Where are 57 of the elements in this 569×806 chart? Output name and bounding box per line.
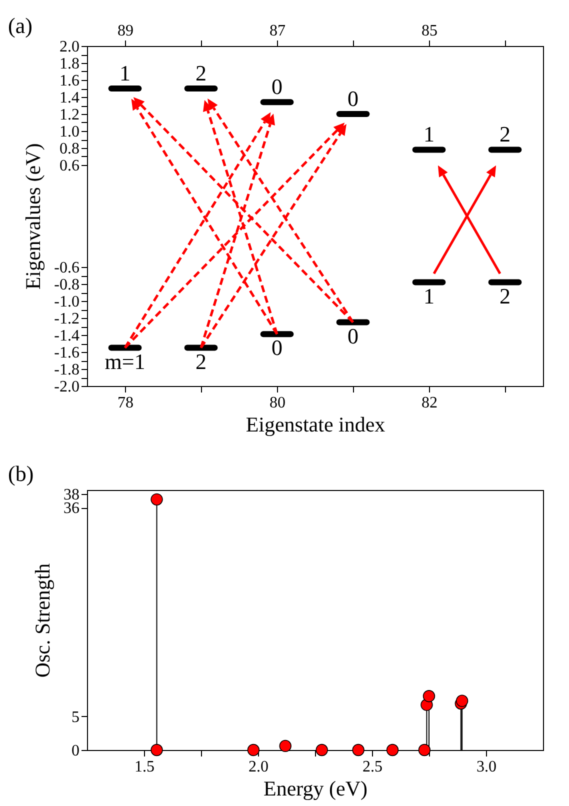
x-tick-label: 3.0 bbox=[476, 758, 496, 776]
y-tick-label: 5 bbox=[72, 708, 80, 726]
point bbox=[150, 493, 163, 506]
annotation: 2 bbox=[196, 348, 206, 374]
y-tick-label: 1.6 bbox=[60, 72, 80, 90]
y-tick-label: 0.6 bbox=[60, 158, 80, 174]
y-tick-label: 1.0 bbox=[60, 124, 80, 140]
y-tick-label: 1.8 bbox=[60, 56, 80, 72]
annotation: 0 bbox=[272, 335, 282, 360]
x-axis-title: Energy (eV) bbox=[264, 776, 368, 800]
x-tick-label: 82 bbox=[422, 394, 438, 412]
point bbox=[352, 744, 364, 756]
y-tick-label: -1.2 bbox=[54, 310, 80, 328]
y-axis-title: Osc. Strength bbox=[30, 562, 54, 678]
x-axis-title: Eigenstate index bbox=[246, 412, 386, 436]
x2-tick-label: 87 bbox=[270, 22, 286, 40]
annotation: 1 bbox=[424, 283, 434, 308]
y-tick-label: 1.4 bbox=[60, 90, 80, 106]
x-tick-label: 2.0 bbox=[248, 758, 268, 776]
y-tick-label: 2.0 bbox=[60, 38, 80, 56]
y-tick-label: 36 bbox=[64, 500, 80, 518]
y-axis-title: Eigenvalues (eV) bbox=[21, 143, 46, 290]
annotation: 2 bbox=[500, 122, 510, 147]
y-tick-label: -1.6 bbox=[54, 344, 80, 362]
annotation: 0 bbox=[348, 323, 358, 348]
y-tick-label: -0.8 bbox=[54, 276, 80, 294]
y-tick-label: -1.0 bbox=[54, 294, 80, 310]
x-tick-label: 80 bbox=[270, 394, 286, 412]
y-tick-label: -1.4 bbox=[54, 328, 80, 344]
point bbox=[418, 744, 431, 756]
annotation: 0 bbox=[272, 74, 282, 100]
x-tick-label: 2.5 bbox=[362, 758, 382, 776]
y-tick-label: -2.0 bbox=[54, 378, 80, 396]
point bbox=[247, 744, 260, 756]
annotation: 2 bbox=[196, 60, 206, 86]
point bbox=[279, 740, 292, 752]
x2-tick-label: 85 bbox=[422, 22, 438, 40]
y-tick-label: 1.2 bbox=[60, 106, 80, 124]
y-tick-label: 0 bbox=[72, 742, 80, 760]
point bbox=[150, 744, 163, 756]
x-tick-label: 78 bbox=[118, 394, 134, 412]
chart-title: (b) bbox=[8, 461, 34, 486]
annotation: 1 bbox=[424, 122, 434, 147]
y-tick-label: 0.8 bbox=[60, 140, 80, 158]
y-tick-label: -1.8 bbox=[54, 362, 80, 378]
annotation: 1 bbox=[120, 60, 130, 86]
x-tick-label: 1.5 bbox=[134, 758, 154, 776]
annotation: 2 bbox=[500, 283, 510, 308]
chart-title: (a) bbox=[8, 13, 32, 38]
point bbox=[316, 744, 328, 756]
point bbox=[456, 694, 468, 707]
point bbox=[386, 744, 399, 756]
point bbox=[422, 690, 436, 702]
annotation: m=1 bbox=[104, 348, 146, 374]
annotation: 0 bbox=[348, 86, 358, 111]
x2-tick-label: 89 bbox=[118, 22, 134, 40]
y-tick-label: -0.6 bbox=[54, 260, 80, 276]
